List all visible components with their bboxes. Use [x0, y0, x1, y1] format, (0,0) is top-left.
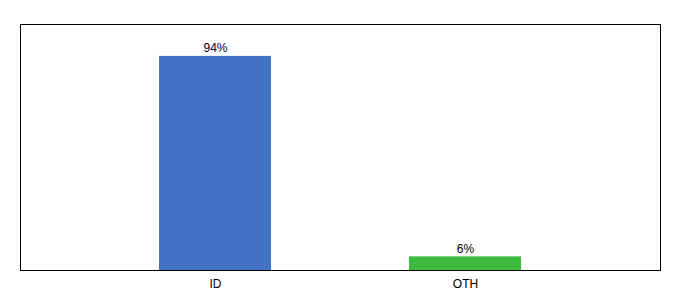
svg-text:OTH: OTH	[453, 277, 478, 291]
svg-text:94%: 94%	[203, 41, 227, 55]
svg-text:ID: ID	[210, 277, 222, 291]
svg-text:6%: 6%	[457, 242, 475, 256]
